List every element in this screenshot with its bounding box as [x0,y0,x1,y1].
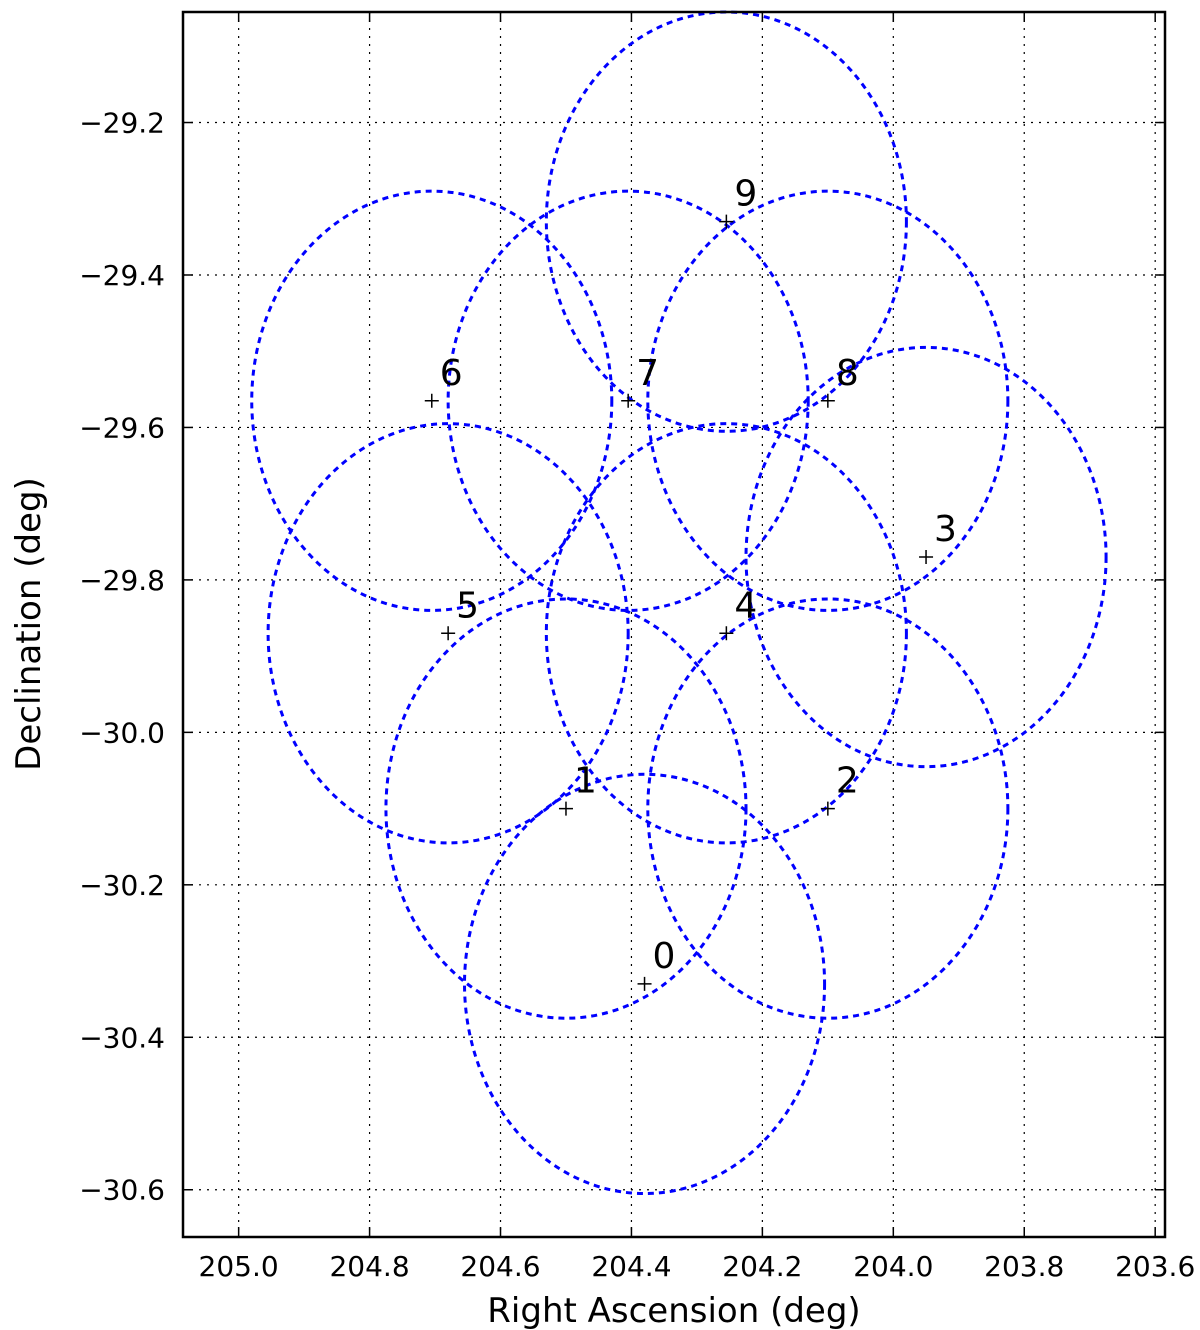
fov-circle-9 [544,10,908,433]
pointing-marker-4 [719,626,734,641]
pointing-marker-7 [621,393,636,408]
pointing-label-6: 6 [440,353,463,394]
y-tick-label: −29.6 [79,411,165,444]
x-tick-label: 203.6 [1115,1250,1195,1283]
y-axis-title: Declination (deg) [9,477,49,771]
y-tick-label: −30.2 [79,869,165,902]
fov-circle-5 [266,422,630,845]
pointing-marker-9 [719,214,734,229]
pointing-label-1: 1 [574,761,597,802]
fov-circles [250,10,1108,1196]
y-tick-label: −29.2 [79,107,165,140]
pointing-label-2: 2 [836,761,859,802]
fov-circle-2 [646,597,1010,1020]
pointing-marker-5 [441,626,456,641]
pointing-marker-3 [919,550,934,565]
x-tick-label: 204.2 [722,1250,802,1283]
fov-circle-1 [384,597,748,1020]
pointing-marker-1 [558,801,573,816]
pointing-label-4: 4 [734,585,757,626]
x-tick-label: 204.4 [591,1250,671,1283]
fov-circle-4 [544,422,908,845]
x-tick-labels: 205.0 204.8 204.6 204.4 204.2 204.0 203.8 203.6 [199,1250,1196,1283]
x-tick-label: 203.8 [984,1250,1064,1283]
pointing-marker-8 [820,393,835,408]
x-tick-label: 205.0 [199,1250,279,1283]
pointing-marker-0 [637,976,652,991]
y-tick-label: −29.4 [79,259,165,292]
pointing-marker-6 [424,393,439,408]
pointing-label-7: 7 [636,353,659,394]
y-tick-label: −30.4 [79,1021,165,1054]
x-tick-label: 204.6 [460,1250,540,1283]
x-tick-label: 204.8 [329,1250,409,1283]
pointing-labels: 0 1 2 3 4 5 6 7 8 9 [440,174,957,977]
fov-circle-6 [250,189,614,612]
tick-marks [183,12,1165,1237]
y-tick-labels: −29.2 −29.4 −29.6 −29.8 −30.0 −30.2 −30.4 −30.6 [79,107,165,1207]
pointing-markers [424,214,934,991]
fov-circle-3 [744,345,1108,769]
fov-circle-8 [646,189,1010,612]
x-axis-title: Right Ascension (deg) [487,1291,860,1330]
pointing-label-0: 0 [653,936,676,977]
fov-circle-0 [463,772,827,1196]
y-tick-label: −30.0 [79,716,165,749]
pointing-label-5: 5 [456,585,479,626]
plot-frame [181,10,1167,1239]
pointing-label-3: 3 [934,509,957,550]
y-tick-label: −30.6 [79,1174,165,1207]
pointing-label-8: 8 [836,353,859,394]
grid-layer [183,12,1165,1237]
fov-circle-7 [446,189,810,612]
x-tick-label: 204.0 [853,1250,933,1283]
pointing-marker-2 [820,801,835,816]
pointing-label-9: 9 [734,174,757,215]
y-tick-label: −29.8 [79,564,165,597]
